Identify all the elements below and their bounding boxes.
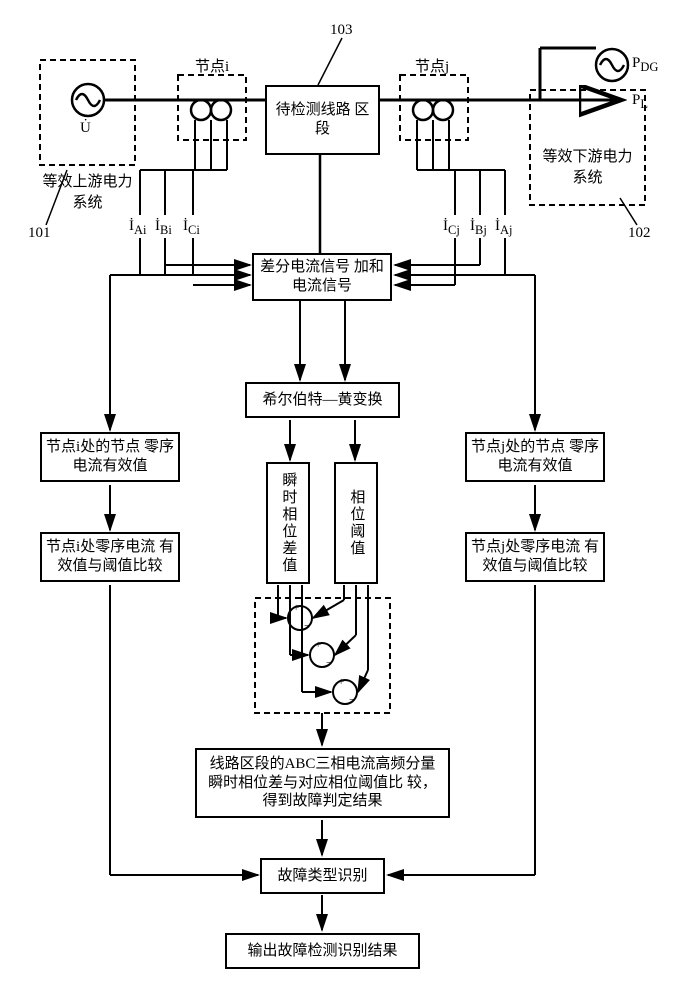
node-j-label: 节点j: [415, 55, 449, 76]
svg-text:−: −: [349, 694, 355, 706]
hht-box: 希尔伯特—黄变换: [245, 382, 400, 418]
output-box: 输出故障检测识别结果: [225, 933, 420, 969]
node-i-label: 节点i: [195, 55, 229, 76]
svg-text:+: +: [293, 602, 299, 614]
diff-sum-box: 差分电流信号 加和电流信号: [252, 253, 392, 301]
i-bj: İBj: [470, 218, 487, 238]
fault-type-box: 故障类型识别: [260, 858, 385, 894]
i-bi: İBi: [155, 218, 172, 238]
ref-102: 102: [628, 225, 651, 242]
node-j-compare-box: 节点j处零序电流 有效值与阈值比较: [465, 532, 605, 582]
ref-101: 101: [28, 225, 51, 242]
pdg-label: PDG: [632, 55, 658, 75]
segment-box: 待检测线路 区段: [265, 85, 380, 155]
u-dot: U̇: [80, 120, 91, 137]
svg-text:−: −: [304, 620, 310, 632]
hf-compare-box: 线路区段的ABC三相电流高频分量 瞬时相位差与对应相位阈值比 较，得到故障判定结…: [195, 748, 450, 818]
downstream-label: 等效下游电力 系统: [530, 145, 645, 187]
phase-threshold-box: 相位阈值: [334, 462, 378, 584]
svg-text:−: −: [326, 657, 332, 669]
i-aj: İAj: [495, 218, 513, 238]
i-cj: İCj: [443, 218, 460, 238]
inst-phase-diff-box: 瞬时相位差值: [266, 462, 310, 584]
pl-label: PL: [632, 92, 648, 112]
upstream-label: 等效上游电力 系统: [40, 170, 135, 212]
node-i-compare-box: 节点i处零序电流 有效值与阈值比较: [40, 532, 180, 582]
svg-text:+: +: [315, 639, 321, 651]
i-ai: İAi: [129, 218, 147, 238]
ref-103: 103: [330, 22, 353, 39]
i-ci: İCi: [183, 218, 200, 238]
svg-text:+: +: [338, 676, 344, 688]
node-j-zero-rms-box: 节点j处的节点 零序电流有效值: [465, 432, 605, 482]
node-i-zero-rms-box: 节点i处的节点 零序电流有效值: [40, 432, 180, 482]
